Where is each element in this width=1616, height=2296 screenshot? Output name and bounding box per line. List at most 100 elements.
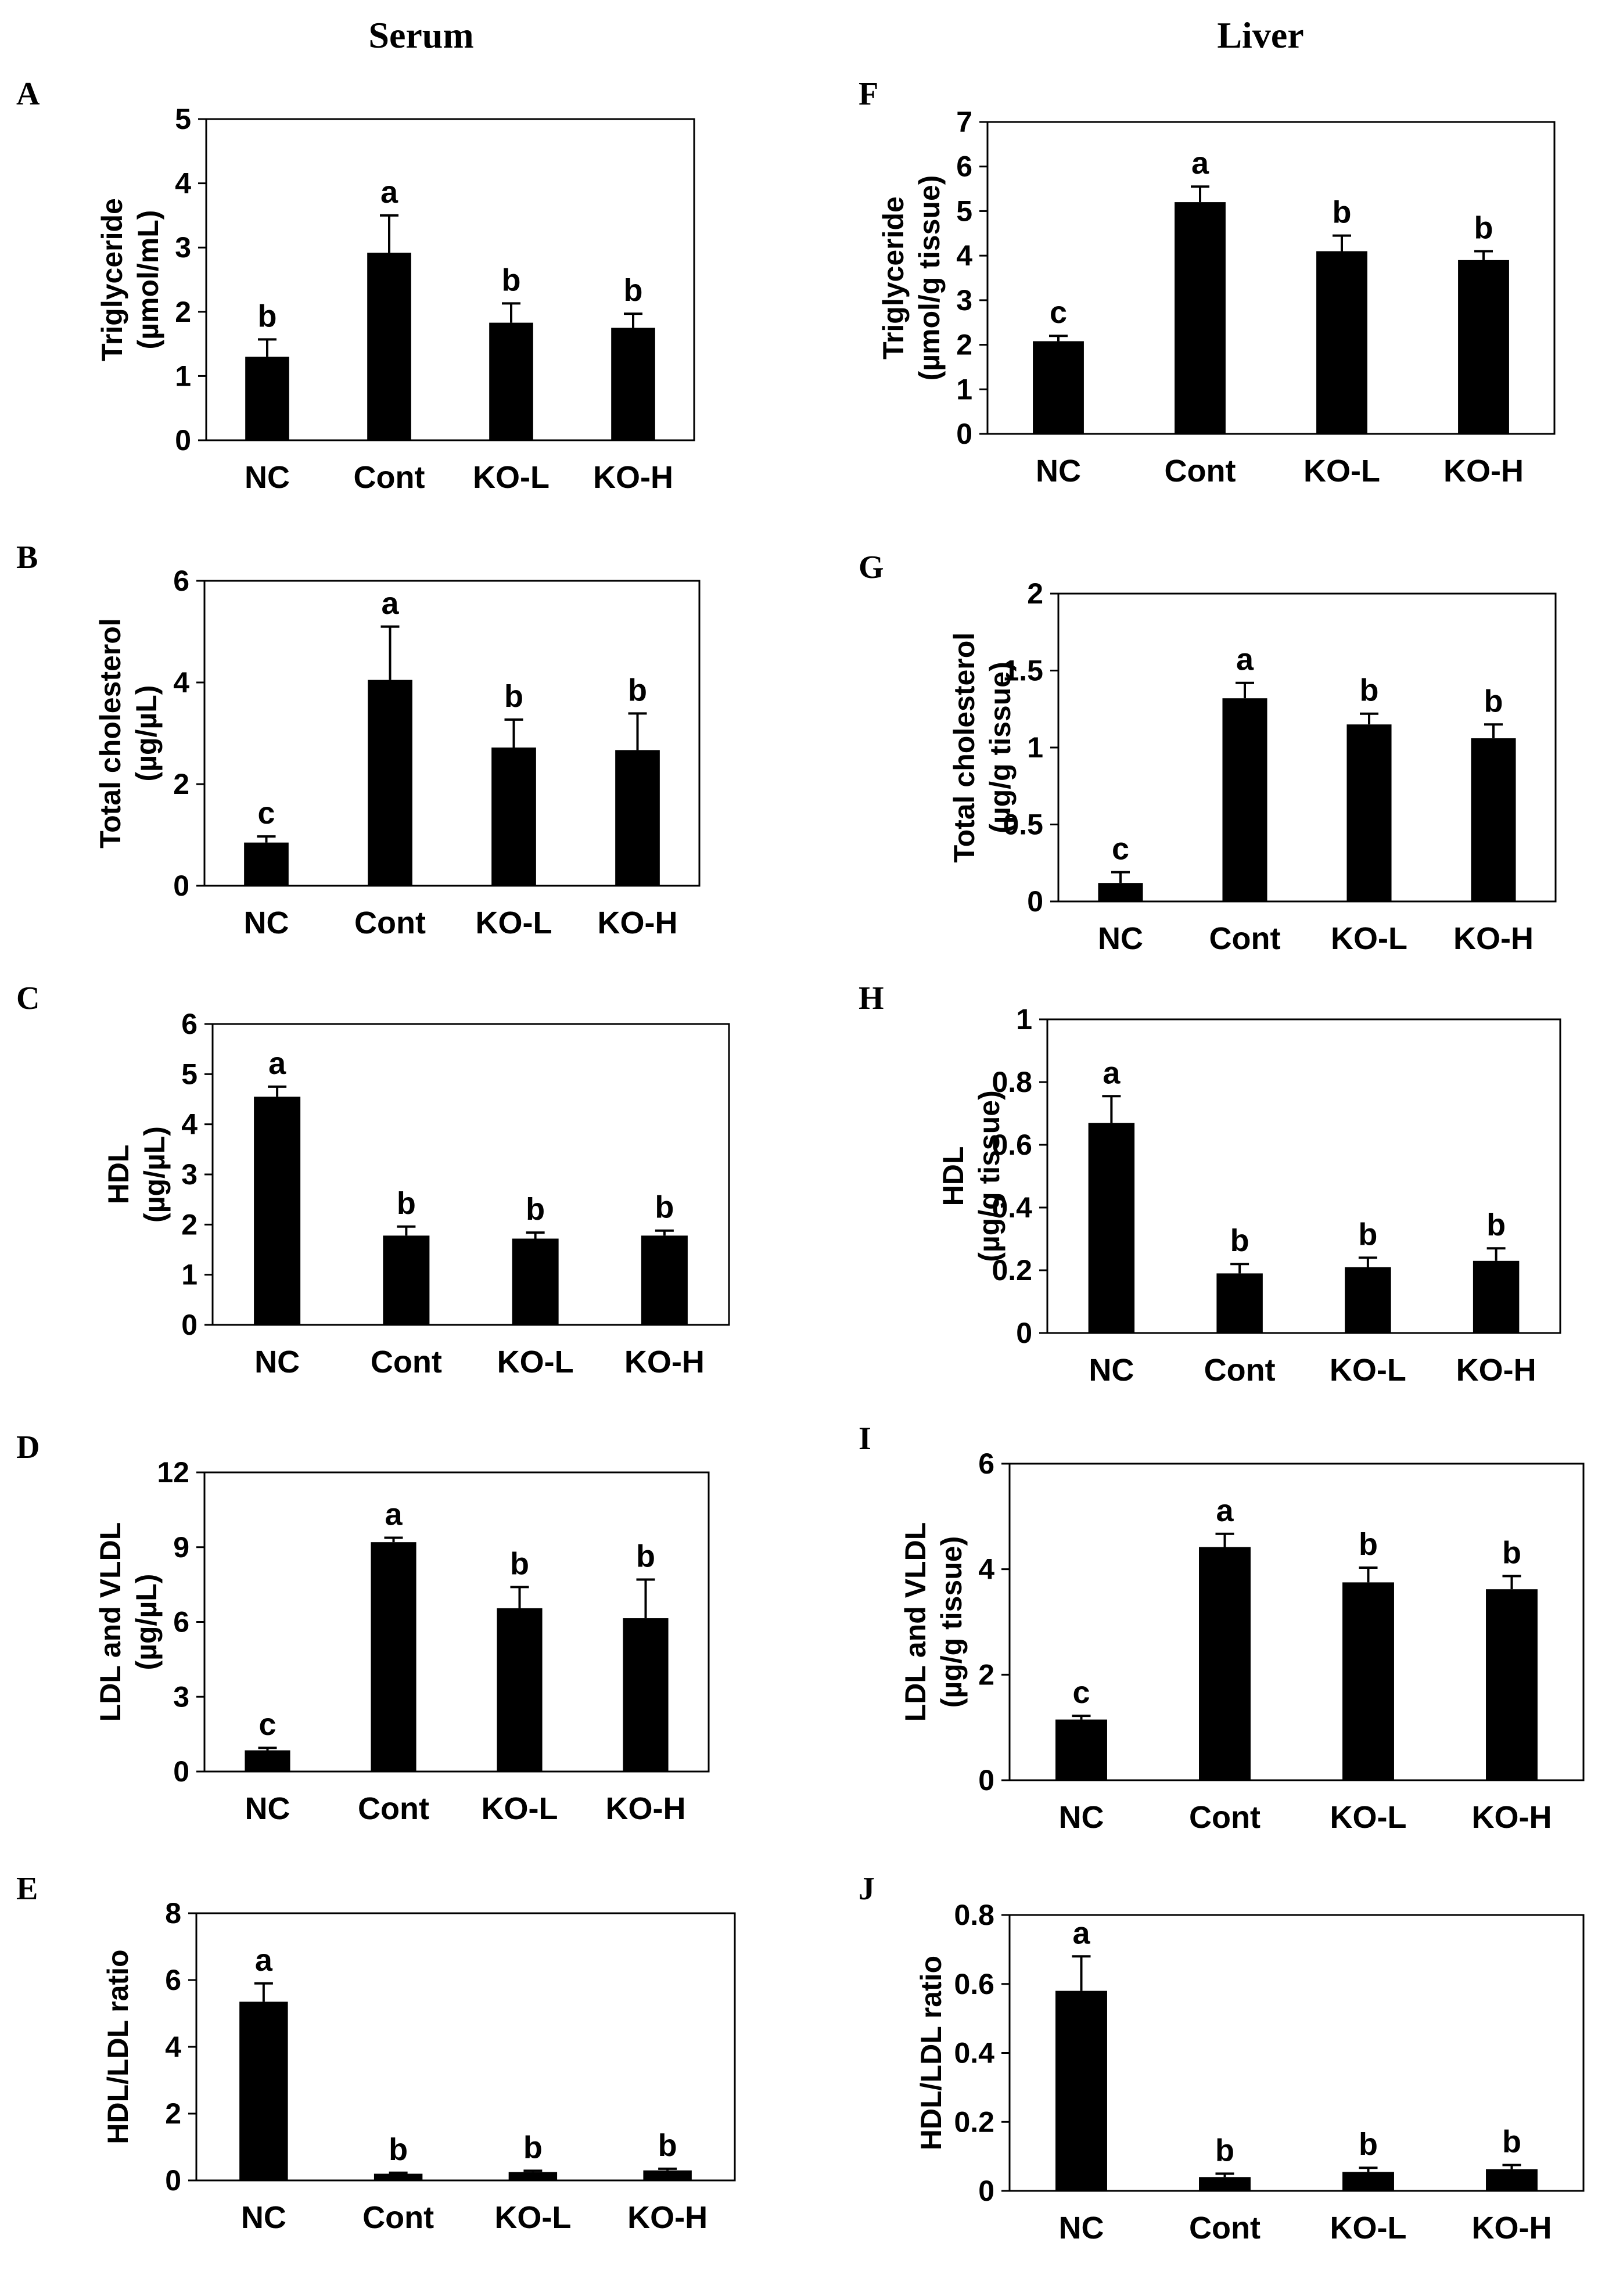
x-category-label-h: NC xyxy=(1089,1353,1134,1388)
y-tick-label-j: 0.2 xyxy=(954,2105,994,2138)
y-axis-title-line-g: (µg/g tissue) xyxy=(984,662,1017,833)
bar-e-ko-l xyxy=(508,2172,558,2180)
x-category-label-b: NC xyxy=(244,906,289,940)
y-tick-label-c: 5 xyxy=(181,1058,197,1090)
bar-i-ko-h xyxy=(1486,1589,1538,1780)
significance-label-c-ko-l: b xyxy=(526,1192,545,1227)
x-category-label-e: KO-H xyxy=(627,2200,708,2235)
y-axis-title-h: HDL (µg/g tissue) xyxy=(937,1090,1005,1262)
x-category-label-g: NC xyxy=(1098,921,1143,956)
y-tick-label-e: 8 xyxy=(165,1897,181,1929)
bar-j-nc xyxy=(1055,1990,1107,2191)
y-tick-label-j: 0.4 xyxy=(954,2037,994,2069)
x-category-label-h: Cont xyxy=(1204,1353,1276,1388)
y-tick-label-h: 0.4 xyxy=(992,1191,1032,1224)
bar-f-nc xyxy=(1033,341,1084,434)
panel-letter-j: J xyxy=(859,1871,875,1907)
y-tick-label-g: 1.5 xyxy=(1003,655,1043,687)
y-tick-label-e: 0 xyxy=(165,2164,181,2197)
bar-d-ko-l xyxy=(497,1608,543,1772)
x-category-label-d: NC xyxy=(245,1791,290,1826)
y-tick-label-a: 3 xyxy=(175,231,191,264)
bar-h-nc xyxy=(1088,1123,1135,1333)
y-tick-label-i: 4 xyxy=(978,1553,994,1586)
x-category-label-i: KO-H xyxy=(1472,1800,1552,1835)
bar-c-ko-l xyxy=(512,1238,559,1325)
significance-label-c-nc: a xyxy=(268,1046,286,1081)
y-axis-title-a: Triglyceride (µmol/mL) xyxy=(96,198,164,361)
x-category-label-f: KO-L xyxy=(1303,454,1380,488)
plot-frame-i xyxy=(1008,1463,1585,1781)
bar-j-ko-h xyxy=(1486,2169,1538,2191)
y-tick-label-g: 1 xyxy=(1027,731,1043,764)
bar-b-ko-l xyxy=(491,748,536,886)
y-tick-label-e: 4 xyxy=(165,2031,181,2063)
x-category-label-h: KO-H xyxy=(1456,1353,1536,1388)
y-axis-title-line-g: Total cholesterol xyxy=(948,633,981,863)
y-axis-title-line-f: (µmol/g tissue) xyxy=(913,175,946,381)
y-axis-title-line-d: (µg/µL) xyxy=(130,1574,163,1670)
x-category-label-f: NC xyxy=(1036,454,1081,488)
significance-label-g-cont: a xyxy=(1236,642,1254,677)
y-tick-label-f: 3 xyxy=(956,284,972,317)
bar-h-cont xyxy=(1216,1273,1263,1333)
x-category-label-b: KO-H xyxy=(598,906,678,940)
x-category-label-g: KO-L xyxy=(1331,921,1407,956)
bar-b-ko-h xyxy=(615,750,660,886)
significance-label-b-nc: c xyxy=(257,796,275,831)
y-axis-title-line-b: Total cholesterol xyxy=(94,618,127,848)
y-tick-label-g: 0.5 xyxy=(1003,809,1043,841)
panel-letter-g: G xyxy=(859,549,884,585)
significance-label-a-cont: a xyxy=(380,175,398,210)
y-axis-title-c: HDL (µg/µL) xyxy=(102,1126,171,1223)
y-tick-label-c: 6 xyxy=(181,1008,197,1040)
y-tick-label-c: 2 xyxy=(181,1208,197,1241)
x-category-label-c: KO-L xyxy=(497,1345,574,1379)
bar-b-nc xyxy=(244,842,289,886)
significance-label-h-ko-l: b xyxy=(1358,1217,1377,1252)
y-tick-label-b: 6 xyxy=(173,565,189,597)
bar-f-cont xyxy=(1175,202,1226,434)
panel-letter-d: D xyxy=(16,1429,39,1465)
significance-label-d-nc: c xyxy=(258,1707,276,1742)
y-axis-title-g: Total cholesterol (µg/g tissue) xyxy=(948,633,1017,863)
y-axis-title-f: Triglyceride (µmol/g tissue) xyxy=(877,175,946,381)
x-category-label-a: NC xyxy=(245,460,290,495)
panel-letter-i: I xyxy=(859,1421,871,1457)
x-category-label-j: KO-L xyxy=(1330,2211,1407,2245)
significance-label-i-nc: c xyxy=(1072,1675,1090,1710)
bar-c-cont xyxy=(383,1235,430,1325)
y-tick-label-g: 2 xyxy=(1027,577,1043,610)
y-tick-label-f: 1 xyxy=(956,373,972,405)
y-axis-title-line-h: HDL xyxy=(937,1147,969,1206)
column-title-serum: Serum xyxy=(368,15,473,56)
y-tick-label-f: 6 xyxy=(956,150,972,183)
panel-e: E 0 2 4 6 8 HDL/LDL ratio a NC b Cont b KO-L b KO-H xyxy=(16,1871,736,2235)
y-tick-label-j: 0.6 xyxy=(954,1968,994,2000)
y-tick-label-j: 0 xyxy=(978,2175,994,2207)
plot-frame-b xyxy=(203,580,701,887)
y-axis-title-line-c: HDL xyxy=(102,1145,135,1205)
y-tick-label-c: 4 xyxy=(181,1108,197,1141)
significance-label-f-cont: a xyxy=(1191,146,1209,181)
significance-label-j-ko-l: b xyxy=(1359,2127,1378,2162)
y-tick-label-a: 5 xyxy=(175,103,191,135)
bar-e-ko-h xyxy=(643,2170,692,2180)
y-axis-title-line-h: (µg/g tissue) xyxy=(973,1090,1005,1262)
significance-label-f-nc: c xyxy=(1050,295,1067,330)
significance-label-d-cont: a xyxy=(385,1497,403,1532)
x-category-label-j: NC xyxy=(1059,2211,1104,2245)
bar-f-ko-h xyxy=(1458,260,1509,434)
significance-label-i-ko-h: b xyxy=(1502,1535,1521,1570)
x-category-label-i: NC xyxy=(1059,1800,1104,1835)
y-tick-label-g: 0 xyxy=(1027,885,1043,918)
x-category-label-f: KO-H xyxy=(1443,454,1524,488)
significance-label-h-nc: a xyxy=(1103,1055,1121,1090)
plot-frame-f xyxy=(986,121,1556,435)
panel-b: B 0 2 4 6 Total cholesterol (µg/µL) c NC a Cont b KO… xyxy=(16,540,701,940)
significance-label-g-ko-h: b xyxy=(1484,684,1503,718)
y-tick-label-d: 0 xyxy=(173,1755,189,1788)
significance-label-g-ko-l: b xyxy=(1360,673,1379,708)
significance-label-j-nc: a xyxy=(1072,1916,1090,1950)
